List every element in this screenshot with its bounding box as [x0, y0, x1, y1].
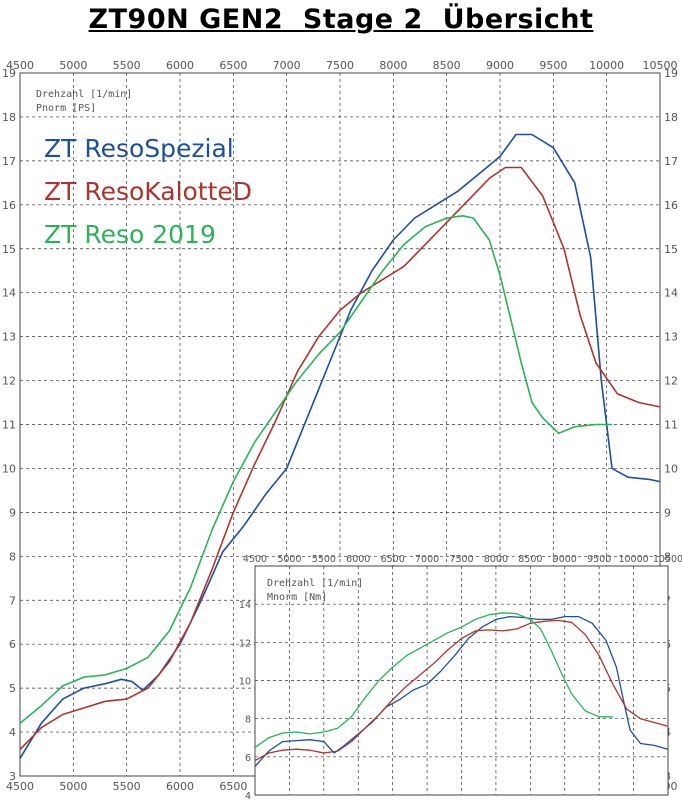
y-tick-label-right: 11 [664, 419, 678, 432]
x-tick-label-top: 6500 [219, 59, 247, 72]
y-tick-label-right: 16 [664, 199, 678, 212]
x-tick-label-top: 8000 [484, 554, 508, 565]
plot-frame [254, 565, 669, 796]
y-tick-label-right: 10 [664, 462, 678, 475]
y-tick-label-left: 11 [2, 419, 16, 432]
y-tick-label-left: 14 [239, 600, 251, 611]
x-tick-label-top: 8500 [518, 554, 542, 565]
x-tick-label-bottom: 5000 [59, 780, 87, 793]
y-tick-label-right: 17 [664, 155, 678, 168]
y-tick-label-left: 12 [2, 375, 16, 388]
x-tick-label-top: 6500 [381, 554, 405, 565]
y-tick-label-left: 4 [9, 726, 16, 739]
x-tick-label-top: 10000 [589, 59, 624, 72]
series-line [19, 166, 661, 751]
y-tick-label-left: 10 [239, 677, 251, 688]
x-tick-label-bottom: 5500 [113, 780, 141, 793]
page-title: ZT90N GEN2 Stage 2 Übersicht [88, 4, 594, 35]
x-tick-label-top: 7500 [449, 554, 473, 565]
x-tick-label-top: 6000 [166, 59, 194, 72]
x-tick-label-top: 6000 [346, 554, 370, 565]
x-tick-label-top: 5500 [312, 554, 336, 565]
y-tick-label-right: 12 [664, 375, 678, 388]
y-tick-label-left: 12 [239, 638, 251, 649]
x-tick-label-top: 4500 [6, 59, 34, 72]
axis-label: Pnorm [PS] [36, 103, 96, 114]
x-tick-label-top: 10500 [643, 59, 678, 72]
y-tick-label-left: 9 [9, 506, 16, 519]
y-tick-label-left: 8 [245, 715, 251, 726]
y-tick-label-left: 14 [2, 287, 16, 300]
series-line [254, 619, 669, 762]
x-tick-label-bottom: 6500 [219, 780, 247, 793]
series-line [19, 133, 661, 759]
x-tick-label-top: 5000 [59, 59, 87, 72]
x-tick-label-bottom: 6000 [166, 780, 194, 793]
y-tick-label-left: 7 [9, 594, 16, 607]
x-tick-label-top: 8000 [379, 59, 407, 72]
x-tick-label-top: 9000 [553, 554, 577, 565]
y-tick-label-left: 3 [9, 770, 16, 783]
y-tick-label-right: 19 [664, 67, 678, 80]
y-tick-label-right: 15 [664, 243, 678, 256]
x-tick-label-top: 7500 [326, 59, 354, 72]
x-tick-label-top: 7000 [273, 59, 301, 72]
y-tick-label-left: 19 [2, 67, 16, 80]
x-tick-label-top: 9000 [486, 59, 514, 72]
x-tick-label-top: 10000 [618, 554, 648, 565]
legend-entry: ZT ResoSpezial [44, 134, 234, 163]
x-tick-label-top: 5500 [113, 59, 141, 72]
x-tick-label-top: 9500 [587, 554, 611, 565]
series-line [254, 612, 613, 748]
y-tick-label-right: 18 [664, 111, 678, 124]
x-tick-label-top: 8500 [433, 59, 461, 72]
y-tick-label-right: 9 [664, 506, 671, 519]
y-tick-label-left: 17 [2, 155, 16, 168]
x-tick-label-top: 9500 [539, 59, 567, 72]
y-tick-label-right: 13 [664, 331, 678, 344]
axis-label: Drehzahl [1/min] [36, 89, 132, 100]
x-tick-label-top: 7000 [415, 554, 439, 565]
legend-entry: ZT Reso 2019 [44, 220, 216, 249]
x-tick-label-bottom: 4500 [6, 780, 34, 793]
y-tick-label-left: 10 [2, 462, 16, 475]
x-tick-label-top: 10500 [653, 554, 682, 565]
y-tick-label-left: 4 [245, 791, 251, 800]
y-tick-label-left: 8 [9, 550, 16, 563]
axis-label: Drehzahl [1/min] [267, 578, 363, 589]
series-line [19, 215, 612, 724]
y-tick-label-left: 13 [2, 331, 16, 344]
series-line [254, 615, 669, 767]
x-tick-label-top: 5000 [277, 554, 301, 565]
inset-torque-chart: 4500 5000 5500 6000 6500 7000 7500 8000 8500 9000… [239, 554, 682, 800]
legend-entry: ZT ResoKalotteD [44, 177, 252, 206]
y-tick-label-left: 5 [9, 682, 16, 695]
y-tick-label-left: 6 [245, 753, 251, 764]
y-tick-label-left: 16 [2, 199, 16, 212]
y-tick-label-left: 18 [2, 111, 16, 124]
axis-label: Mnorm [Nm] [267, 592, 327, 603]
y-tick-label-left: 15 [2, 243, 16, 256]
x-tick-label-top: 4500 [243, 554, 267, 565]
y-tick-label-right: 8 [664, 550, 671, 563]
y-tick-label-right: 14 [664, 287, 678, 300]
y-tick-label-left: 6 [9, 638, 16, 651]
